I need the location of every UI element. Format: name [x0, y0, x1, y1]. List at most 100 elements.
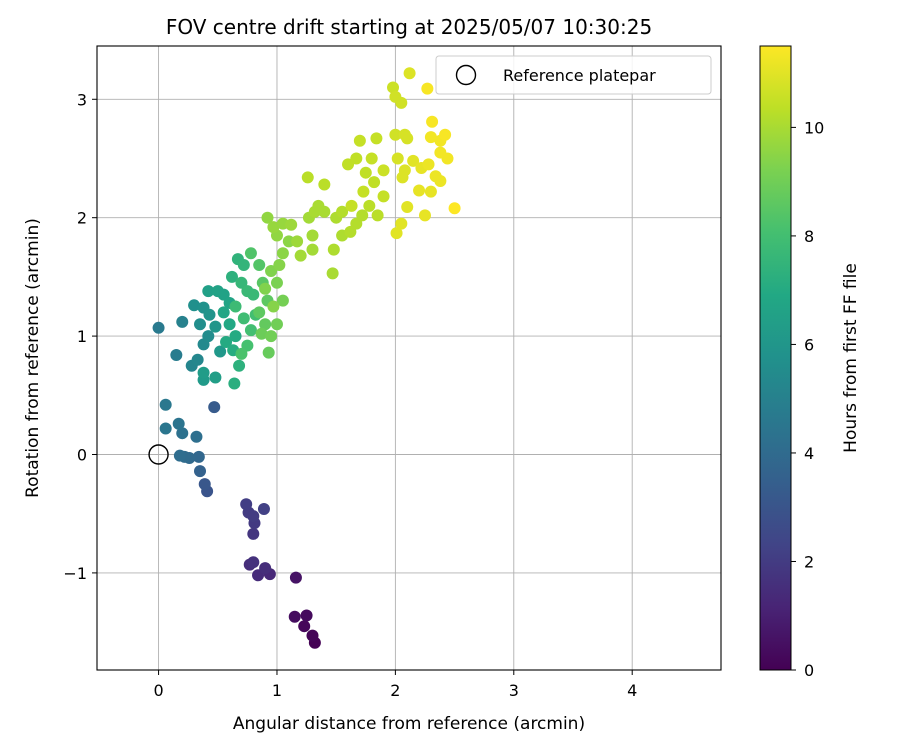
- scatter-point-148: [439, 128, 452, 141]
- colorbar-tick-label-1: 2: [804, 552, 814, 571]
- scatter-point-14: [240, 498, 253, 511]
- scatter-point-21: [192, 450, 205, 463]
- scatter-point-125: [395, 96, 408, 109]
- colorbar-gradient: [759, 45, 792, 671]
- scatter-point-122: [377, 164, 390, 177]
- scatter-point-29: [159, 398, 172, 411]
- scatter-point-57: [225, 270, 238, 283]
- scatter-point-143: [434, 174, 447, 187]
- colorbar-tick-label-0: 0: [804, 661, 814, 680]
- scatter-point-76: [255, 327, 268, 340]
- scatter-point-112: [342, 158, 355, 171]
- scatter-point-91: [285, 218, 298, 231]
- scatter-point-38: [188, 299, 201, 312]
- scatter-point-18: [198, 478, 211, 491]
- scatter-point-93: [294, 249, 307, 262]
- scatter-point-60: [235, 276, 248, 289]
- scatter-point-9: [247, 556, 260, 569]
- chart-title: FOV centre drift starting at 2025/05/07 …: [166, 15, 652, 39]
- y-tick-label-2: 1: [77, 327, 87, 346]
- scatter-point-36: [202, 330, 215, 343]
- scatter-point-64: [237, 312, 250, 325]
- colorbar-label: Hours from first FF file: [841, 263, 861, 453]
- scatter-point-128: [401, 132, 414, 145]
- scatter-point-62: [247, 288, 260, 301]
- scatter-point-45: [209, 371, 222, 384]
- scatter-point-136: [390, 227, 403, 240]
- scatter-point-132: [396, 171, 409, 184]
- scatter-point-44: [197, 366, 210, 379]
- scatter-point-134: [401, 201, 414, 214]
- scatter-point-65: [244, 324, 257, 337]
- colorbar-tick-label-5: 10: [804, 118, 824, 137]
- plot-border: [96, 45, 722, 671]
- x-tick-label-0: 0: [153, 681, 163, 700]
- x-tick-label-2: 2: [390, 681, 400, 700]
- scatter-point-78: [270, 318, 283, 331]
- scatter-point-67: [241, 339, 254, 352]
- legend: Reference platepar: [435, 55, 712, 95]
- scatter-points: [152, 67, 461, 649]
- scatter-point-146: [424, 131, 437, 144]
- scatter-point-86: [282, 235, 295, 248]
- scatter-point-1: [306, 629, 319, 642]
- scatter-point-80: [270, 276, 283, 289]
- scatter-point-115: [368, 176, 381, 189]
- scatter-point-138: [418, 209, 431, 222]
- y-axis-ticks: −1 0 1 2 3: [63, 90, 97, 583]
- y-tick-label-1: 0: [77, 446, 87, 465]
- scatter-point-83: [267, 300, 280, 313]
- scatter-point-37: [194, 318, 207, 331]
- scatter-point-100: [326, 267, 339, 280]
- scatter-point-88: [261, 211, 274, 224]
- scatter-point-95: [306, 229, 319, 242]
- scatter-point-114: [359, 166, 372, 179]
- scatter-point-113: [350, 152, 363, 165]
- scatter-point-10: [259, 562, 272, 575]
- scatter-point-109: [371, 209, 384, 222]
- y-axis-label: Rotation from reference (arcmin): [23, 218, 43, 498]
- grid-lines: [97, 46, 721, 670]
- scatter-point-94: [306, 243, 319, 256]
- scatter-point-79: [276, 294, 289, 307]
- scatter-point-107: [356, 209, 369, 222]
- scatter-point-126: [389, 128, 402, 141]
- scatter-point-89: [267, 221, 280, 234]
- x-tick-label-3: 3: [509, 681, 519, 700]
- scatter-point-69: [244, 247, 257, 260]
- scatter-point-52: [229, 330, 242, 343]
- scatter-point-131: [403, 67, 416, 80]
- scatter-point-129: [391, 152, 404, 165]
- scatter-point-119: [370, 132, 383, 145]
- scatter-point-30: [152, 321, 165, 334]
- scatter-point-27: [172, 417, 185, 430]
- scatter-point-51: [223, 318, 236, 331]
- y-tick-label-3: 2: [77, 209, 87, 228]
- scatter-point-135: [395, 217, 408, 230]
- scatter-point-50: [217, 306, 230, 319]
- scatter-point-121: [345, 199, 358, 212]
- scatter-point-5: [289, 571, 302, 584]
- legend-label: Reference platepar: [503, 66, 656, 85]
- scatter-point-19: [208, 401, 221, 414]
- scatter-point-92: [291, 235, 304, 248]
- y-tick-label-0: −1: [63, 564, 87, 583]
- scatter-point-59: [237, 259, 250, 272]
- scatter-point-117: [357, 185, 370, 198]
- scatter-point-137: [413, 184, 426, 197]
- colorbar-tick-label-4: 8: [804, 227, 814, 246]
- scatter-point-48: [217, 288, 230, 301]
- scatter-point-15: [257, 502, 270, 515]
- scatter-point-25: [190, 430, 203, 443]
- scatter-point-104: [336, 205, 349, 218]
- scatter-point-31: [170, 349, 183, 362]
- scatter-point-111: [318, 178, 331, 191]
- scatter-point-106: [350, 217, 363, 230]
- scatter-point-2: [298, 620, 311, 633]
- scatter-point-32: [176, 315, 189, 328]
- scatter-point-101: [327, 243, 340, 256]
- colorbar-tick-label-3: 6: [804, 335, 814, 354]
- scatter-point-55: [228, 377, 241, 390]
- x-tick-label-4: 4: [627, 681, 637, 700]
- scatter-point-28: [159, 422, 172, 435]
